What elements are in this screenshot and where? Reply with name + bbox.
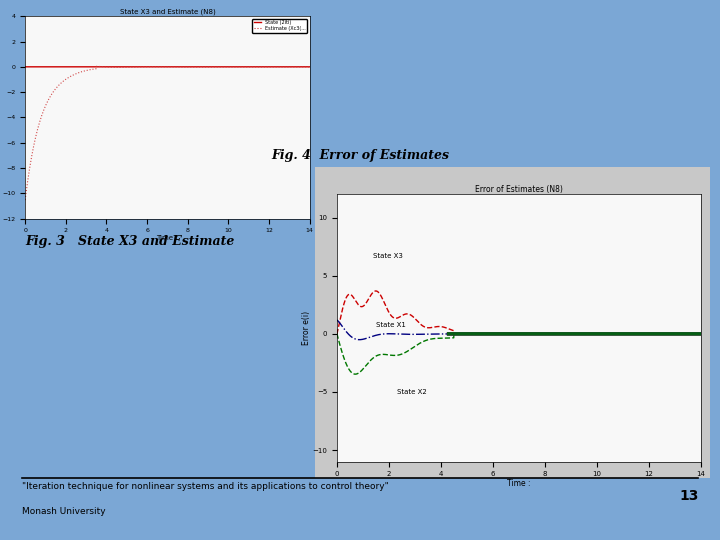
Text: State X3: State X3: [374, 253, 403, 259]
X-axis label: Time t: Time t: [156, 235, 179, 241]
Text: Monash University: Monash University: [22, 507, 105, 516]
Text: State X2: State X2: [397, 389, 426, 395]
Y-axis label: Error e(i): Error e(i): [302, 311, 311, 345]
Text: 13: 13: [679, 489, 698, 503]
Text: Fig. 3   State X3 and Estimate: Fig. 3 State X3 and Estimate: [25, 235, 235, 248]
X-axis label: Time :: Time :: [507, 479, 531, 488]
Text: "Iteration technique for nonlinear systems and its applications to control theor: "Iteration technique for nonlinear syste…: [22, 482, 388, 491]
Text: State X1: State X1: [376, 322, 406, 328]
Title: Error of Estimates (N8): Error of Estimates (N8): [474, 185, 563, 194]
Title: State X3 and Estimate (N8): State X3 and Estimate (N8): [120, 9, 215, 15]
Y-axis label: X3(t) and Xc3(t): X3(t) and Xc3(t): [0, 92, 1, 143]
Legend: State (2iti), Estimate (Xc3(...: State (2iti), Estimate (Xc3(...: [252, 19, 307, 32]
Text: Fig. 4  Error of Estimates: Fig. 4 Error of Estimates: [271, 148, 449, 161]
